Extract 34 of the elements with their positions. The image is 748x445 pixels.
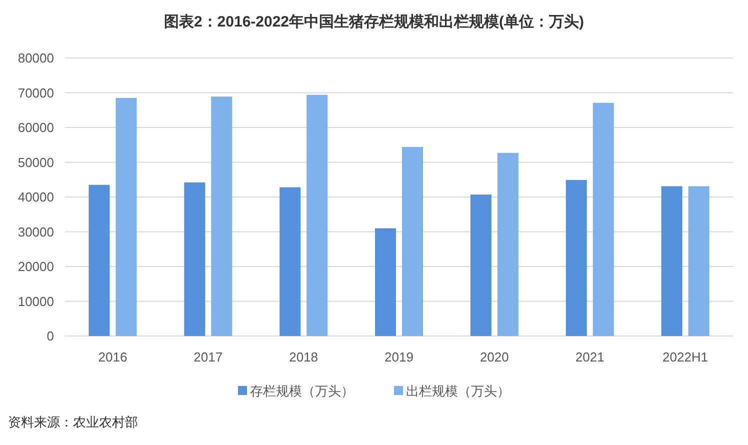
x-tick-label: 2017 bbox=[194, 350, 223, 364]
bar bbox=[211, 96, 232, 336]
bar bbox=[306, 94, 328, 336]
bar bbox=[184, 182, 206, 336]
y-tick-label: 30000 bbox=[18, 224, 54, 240]
bar bbox=[375, 228, 396, 336]
bar bbox=[661, 186, 682, 336]
y-tick-label: 70000 bbox=[18, 85, 54, 100]
x-tick-label: 2019 bbox=[384, 350, 414, 364]
legend-label: 出栏规模（万头） bbox=[406, 384, 510, 398]
x-tick-label: 2016 bbox=[98, 350, 128, 364]
bar bbox=[566, 180, 587, 336]
legend-label: 存栏规模（万头） bbox=[250, 384, 354, 398]
bar bbox=[402, 146, 423, 336]
x-tick-label: 2022H1 bbox=[662, 350, 708, 364]
x-tick-label: 2020 bbox=[480, 350, 509, 364]
bar bbox=[116, 98, 137, 336]
y-tick-label: 60000 bbox=[18, 120, 54, 135]
bar bbox=[497, 152, 518, 336]
text: 资料来源：农业农村部 bbox=[8, 414, 138, 430]
y-tick-label: 0 bbox=[46, 328, 54, 344]
y-tick-label: 40000 bbox=[18, 190, 54, 204]
bar bbox=[88, 184, 110, 336]
y-tick-label: 20000 bbox=[18, 259, 54, 274]
y-tick-label: 50000 bbox=[18, 154, 54, 170]
y-tick-label: 80000 bbox=[18, 50, 54, 66]
bar bbox=[592, 102, 614, 336]
bar bbox=[470, 194, 492, 336]
x-tick-label: 2018 bbox=[289, 350, 318, 364]
bar bbox=[280, 187, 301, 336]
x-tick-label: 2021 bbox=[575, 350, 604, 364]
y-tick-label: 10000 bbox=[18, 294, 54, 309]
bar bbox=[688, 186, 710, 336]
chart-title: 图表2：2016-2022年中国生猪存栏规模和出栏规模(单位：万头) bbox=[164, 14, 584, 30]
